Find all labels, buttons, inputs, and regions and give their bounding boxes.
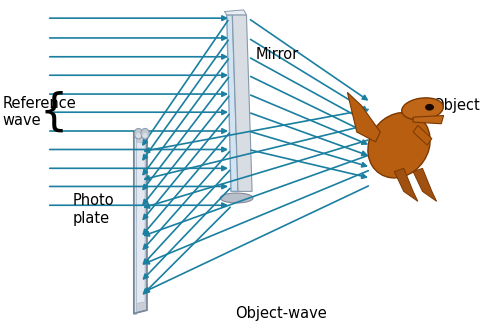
Ellipse shape — [141, 128, 150, 139]
Ellipse shape — [368, 113, 430, 178]
Text: Photo
plate: Photo plate — [73, 193, 114, 226]
Polygon shape — [232, 15, 252, 191]
Polygon shape — [394, 168, 418, 201]
Polygon shape — [225, 10, 246, 15]
Polygon shape — [347, 92, 380, 142]
Text: Object-wave: Object-wave — [235, 306, 326, 321]
Polygon shape — [137, 142, 145, 304]
Polygon shape — [227, 15, 238, 191]
Polygon shape — [413, 168, 436, 201]
Ellipse shape — [134, 128, 143, 139]
Ellipse shape — [143, 133, 148, 138]
Polygon shape — [413, 115, 444, 124]
Circle shape — [426, 105, 433, 110]
Polygon shape — [134, 132, 136, 314]
Polygon shape — [413, 125, 432, 145]
Ellipse shape — [220, 193, 253, 203]
Ellipse shape — [402, 98, 443, 120]
Text: {: { — [40, 90, 68, 133]
Text: Mirror: Mirror — [256, 47, 299, 62]
Ellipse shape — [136, 133, 141, 138]
Text: Reference
wave: Reference wave — [2, 95, 76, 128]
Polygon shape — [134, 132, 147, 314]
Text: Object: Object — [432, 98, 480, 113]
